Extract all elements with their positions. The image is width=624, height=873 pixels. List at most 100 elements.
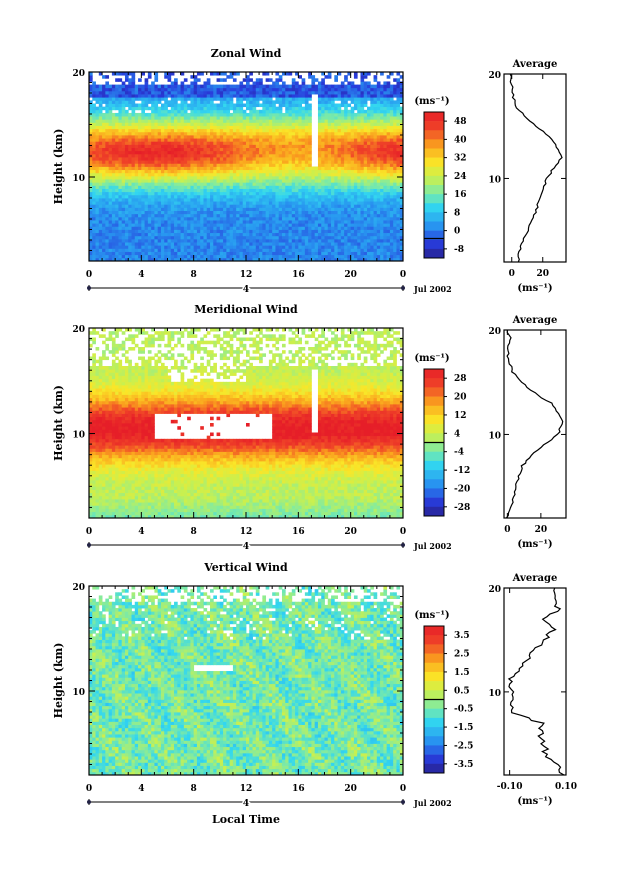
heatmap-cell	[249, 103, 253, 108]
heatmap-cell	[301, 226, 306, 230]
heatmap-cell	[98, 138, 103, 142]
heatmap-cell	[308, 248, 312, 252]
heatmap-cell	[242, 235, 247, 240]
heatmap-cell	[216, 166, 221, 171]
heatmap-cell	[196, 232, 201, 237]
heatmap-cell	[373, 232, 378, 237]
heatmap-cell	[177, 191, 181, 196]
heatmap-cell	[219, 84, 224, 89]
heatmap-cell	[376, 251, 381, 256]
heatmap-cell	[278, 216, 283, 221]
heatmap-cell	[118, 210, 123, 215]
heatmap-cell	[249, 157, 253, 161]
heatmap-cell	[219, 160, 224, 164]
heatmap-cell	[128, 175, 132, 180]
heatmap-cell	[213, 194, 217, 199]
heatmap-cell	[357, 157, 361, 161]
heatmap-cell	[157, 109, 162, 114]
heatmap-cell	[111, 122, 116, 126]
heatmap-cell	[111, 207, 116, 211]
heatmap-cell	[331, 131, 335, 136]
heatmap-cell	[92, 238, 96, 243]
heatmap-cell	[268, 204, 273, 208]
heatmap-cell	[275, 135, 280, 139]
heatmap-cell	[229, 87, 234, 92]
heatmap-cell	[102, 220, 106, 224]
heatmap-cell	[167, 229, 172, 234]
heatmap-cell	[275, 220, 280, 224]
heatmap-cell	[255, 116, 260, 120]
heatmap-cell	[262, 229, 267, 234]
heatmap-cell	[278, 112, 283, 117]
heatmap-cell	[232, 194, 237, 199]
heatmap-cell	[232, 226, 237, 230]
heatmap-cell	[291, 204, 296, 208]
heatmap-cell	[223, 191, 227, 196]
heatmap-cell	[275, 81, 280, 85]
heatmap-cell	[210, 216, 214, 221]
heatmap-cell	[213, 84, 217, 89]
heatmap-cell	[275, 235, 280, 240]
heatmap-cell	[111, 251, 116, 256]
heatmap-cell	[128, 147, 132, 152]
heatmap-cell	[239, 172, 244, 177]
heatmap-cell	[210, 172, 214, 177]
heatmap-cell	[98, 175, 103, 180]
heatmap-cell	[239, 194, 244, 199]
heatmap-cell	[157, 160, 162, 164]
heatmap-cell	[285, 204, 289, 208]
heatmap-cell	[246, 100, 250, 104]
heatmap-cell	[190, 144, 195, 148]
heatmap-cell	[111, 97, 116, 101]
heatmap-cell	[226, 153, 231, 158]
heatmap-cell	[295, 84, 299, 89]
heatmap-cell	[367, 257, 371, 262]
heatmap-cell	[331, 254, 335, 259]
heatmap-cell	[324, 103, 329, 108]
heatmap-cell	[131, 150, 136, 155]
heatmap-cell	[317, 122, 322, 126]
heatmap-cell	[278, 251, 283, 256]
heatmap-cell	[242, 150, 247, 155]
heatmap-cell	[295, 248, 299, 252]
heatmap-cell	[223, 185, 227, 189]
heatmap-cell	[304, 116, 309, 120]
heatmap-cell	[105, 188, 110, 193]
heatmap-cell	[295, 116, 299, 120]
heatmap-cell	[193, 251, 198, 256]
heatmap-cell	[124, 232, 129, 237]
heatmap-cell	[344, 201, 348, 205]
heatmap-cell	[183, 232, 188, 237]
heatmap-cell	[236, 138, 240, 142]
heatmap-cell	[89, 138, 93, 142]
heatmap-cell	[196, 144, 201, 148]
heatmap-cell	[249, 160, 253, 164]
heatmap-cell	[376, 235, 381, 240]
heatmap-cell	[134, 131, 139, 136]
heatmap-cell	[196, 169, 201, 174]
heatmap-cell	[223, 245, 227, 249]
heatmap-cell	[170, 81, 175, 85]
heatmap-cell	[281, 153, 286, 158]
heatmap-cell	[124, 245, 129, 249]
heatmap-cell	[138, 242, 142, 246]
heatmap-cell	[92, 204, 96, 208]
heatmap-cell	[350, 207, 355, 211]
heatmap-cell	[262, 254, 267, 259]
heatmap-cell	[124, 103, 129, 108]
heatmap-cell	[193, 100, 198, 104]
heatmap-cell	[242, 182, 247, 186]
heatmap-cell	[92, 207, 96, 211]
heatmap-cell	[223, 257, 227, 262]
heatmap-cell	[317, 81, 322, 85]
heatmap-cell	[180, 97, 185, 101]
heatmap-cell	[291, 138, 296, 142]
heatmap-cell	[331, 191, 335, 196]
heatmap-cell	[321, 157, 325, 161]
heatmap-cell	[89, 87, 93, 92]
heatmap-cell	[203, 100, 208, 104]
heatmap-cell	[252, 245, 257, 249]
heatmap-cell	[160, 125, 165, 130]
heatmap-cell	[170, 125, 175, 130]
heatmap-cell	[147, 84, 152, 89]
